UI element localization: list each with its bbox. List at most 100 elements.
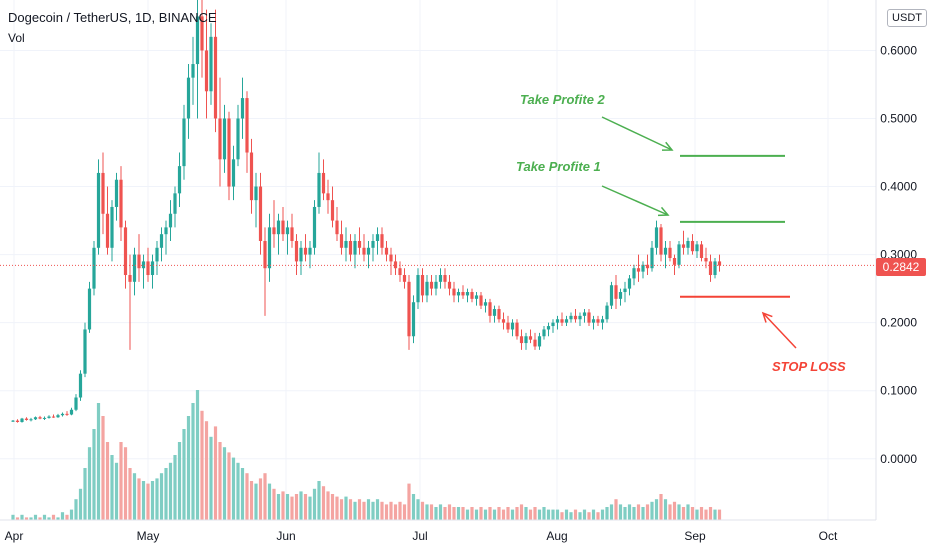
candle-body (380, 234, 384, 248)
volume-bar (375, 499, 380, 520)
candle-body (713, 261, 717, 276)
volume-bar (713, 509, 717, 520)
volume-bar (258, 478, 263, 520)
candle-body (542, 329, 546, 337)
candle-body (249, 152, 254, 201)
candle-body (560, 319, 564, 323)
candle-body (605, 305, 609, 320)
candle-body (74, 397, 78, 410)
candle-body (285, 227, 290, 235)
volume-bar (119, 442, 123, 520)
candle-body (24, 418, 29, 420)
y-tick-label: 0.6000 (880, 43, 917, 57)
candle-body (704, 258, 708, 262)
candle-body (677, 244, 681, 265)
volume-bar (605, 507, 609, 520)
volume-bar (717, 509, 722, 520)
volume-bar (425, 504, 429, 520)
stop-loss-arrow (762, 312, 797, 349)
volume-bar (303, 494, 308, 520)
volume-bar (663, 499, 668, 520)
candle-body (695, 244, 699, 252)
volume-bar (708, 507, 713, 520)
volume-bar (443, 507, 447, 520)
volume-bar (357, 499, 362, 520)
candle-body (290, 227, 294, 241)
candle-body (470, 292, 474, 299)
candle-body (330, 200, 335, 221)
candle-body (461, 292, 465, 296)
volume-bar (213, 426, 218, 520)
volume-bar (456, 507, 461, 520)
candle-body (528, 336, 533, 340)
volume-bar (65, 514, 69, 520)
volume-bar (339, 499, 344, 520)
take-profit-1-arrow-head (657, 206, 670, 217)
price-axis[interactable]: 0.60000.50000.40000.30000.20000.10000.00… (880, 43, 917, 465)
volume-bar (231, 457, 236, 520)
volume-bar (681, 507, 686, 520)
candle-body (402, 275, 407, 282)
volume-bar (20, 514, 24, 520)
volume-bar (362, 501, 366, 520)
candle-body (569, 315, 573, 320)
volume-bar (272, 488, 276, 520)
candle-body (389, 254, 393, 262)
volume-bar (276, 494, 281, 520)
candle-body (263, 240, 267, 269)
volume-bar (204, 421, 209, 520)
volume-bar (159, 473, 164, 520)
volume-bar (105, 442, 110, 520)
volume-bar (555, 509, 560, 520)
volume-bar (195, 390, 200, 520)
candle-body (434, 281, 438, 289)
candle-body (641, 264, 645, 272)
candle-body (258, 186, 263, 241)
trade-annotations: Take Profite 2 Take Profite 1 STOP LOSS (516, 92, 846, 374)
candle-body (555, 319, 560, 323)
time-axis[interactable]: Apr May Jun Jul Aug Sep Oct (5, 529, 838, 543)
candle-body (497, 309, 501, 320)
y-tick-label: 0.4000 (880, 180, 917, 194)
candle-body (164, 227, 168, 235)
volume-bar (326, 491, 330, 520)
volume-bar (564, 509, 569, 520)
volume-bar (78, 488, 83, 520)
candle-body (20, 418, 24, 423)
candle-body (96, 172, 101, 248)
volume-bar (164, 468, 168, 520)
candle-body (276, 220, 281, 235)
volume-bar (335, 496, 339, 520)
volume-bar (290, 496, 294, 520)
candle-body (591, 319, 596, 323)
candle-body (452, 288, 456, 296)
volume-bar (596, 512, 600, 520)
candle-body (483, 302, 488, 306)
candle-body (420, 275, 425, 296)
candle-body (623, 288, 627, 293)
candle-body (510, 322, 515, 330)
x-tick-label: Aug (546, 529, 567, 543)
candle-body (438, 275, 443, 282)
volume-bar (659, 494, 663, 520)
candle-body (281, 220, 285, 235)
x-tick-label: Jun (276, 529, 295, 543)
volume-bar (173, 455, 177, 520)
currency-badge[interactable]: USDT (887, 9, 927, 27)
volume-bar (551, 509, 555, 520)
volume-bar (398, 501, 402, 520)
volume-bar (132, 473, 137, 520)
volume-bar (24, 517, 29, 520)
candle-body (195, 16, 200, 65)
candle-body (15, 420, 20, 423)
y-tick-label: 0.2000 (880, 316, 917, 330)
volume-bar (155, 478, 159, 520)
volume-bar (312, 488, 317, 520)
candle-body (672, 258, 677, 265)
y-tick-label: 0.5000 (880, 111, 917, 125)
symbol-title: Dogecoin / TetherUS, 1D, BINANCE (8, 10, 217, 25)
candle-body (177, 166, 182, 194)
current-price-badge: 0.2842 (876, 258, 926, 276)
candle-body (393, 261, 398, 269)
